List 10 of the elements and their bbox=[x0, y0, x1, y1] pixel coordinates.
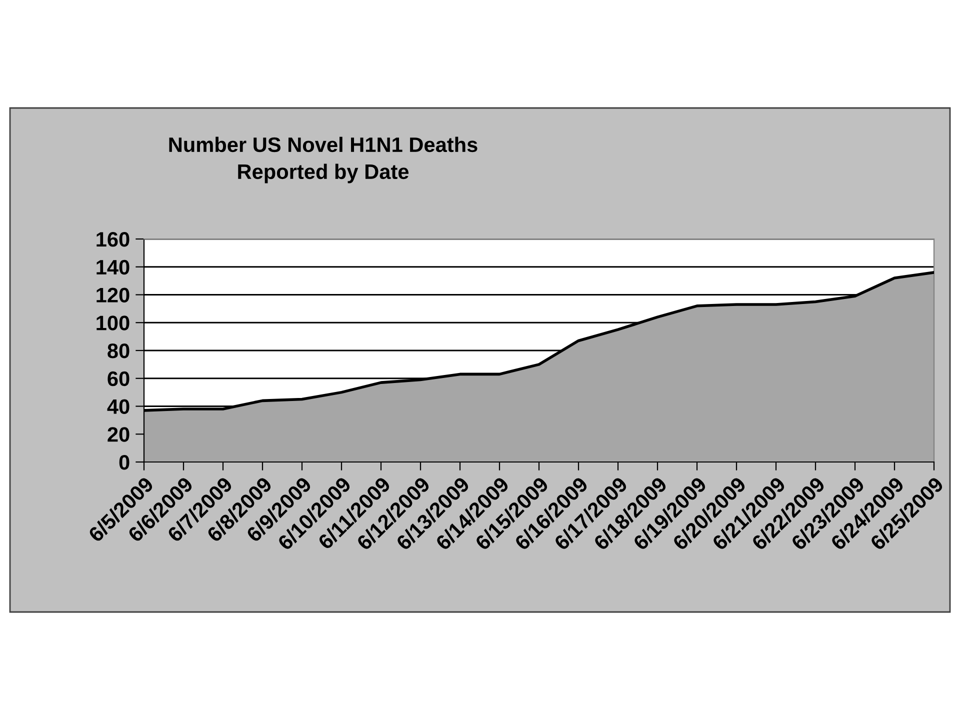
y-tick-label: 100 bbox=[96, 316, 130, 330]
chart-title: Number US Novel H1N1 Deaths Reported by Date bbox=[169, 136, 478, 184]
y-tick-label: 0 bbox=[119, 455, 130, 470]
y-tick-label: 40 bbox=[107, 399, 130, 414]
y-tick-label: 80 bbox=[108, 344, 130, 358]
y-tick-label: 140 bbox=[96, 260, 130, 275]
y-tick-label: 60 bbox=[108, 371, 130, 386]
y-tick-label: 120 bbox=[96, 288, 130, 303]
y-tick-label: 20 bbox=[108, 427, 130, 442]
y-tick-label: 160 bbox=[96, 232, 130, 247]
